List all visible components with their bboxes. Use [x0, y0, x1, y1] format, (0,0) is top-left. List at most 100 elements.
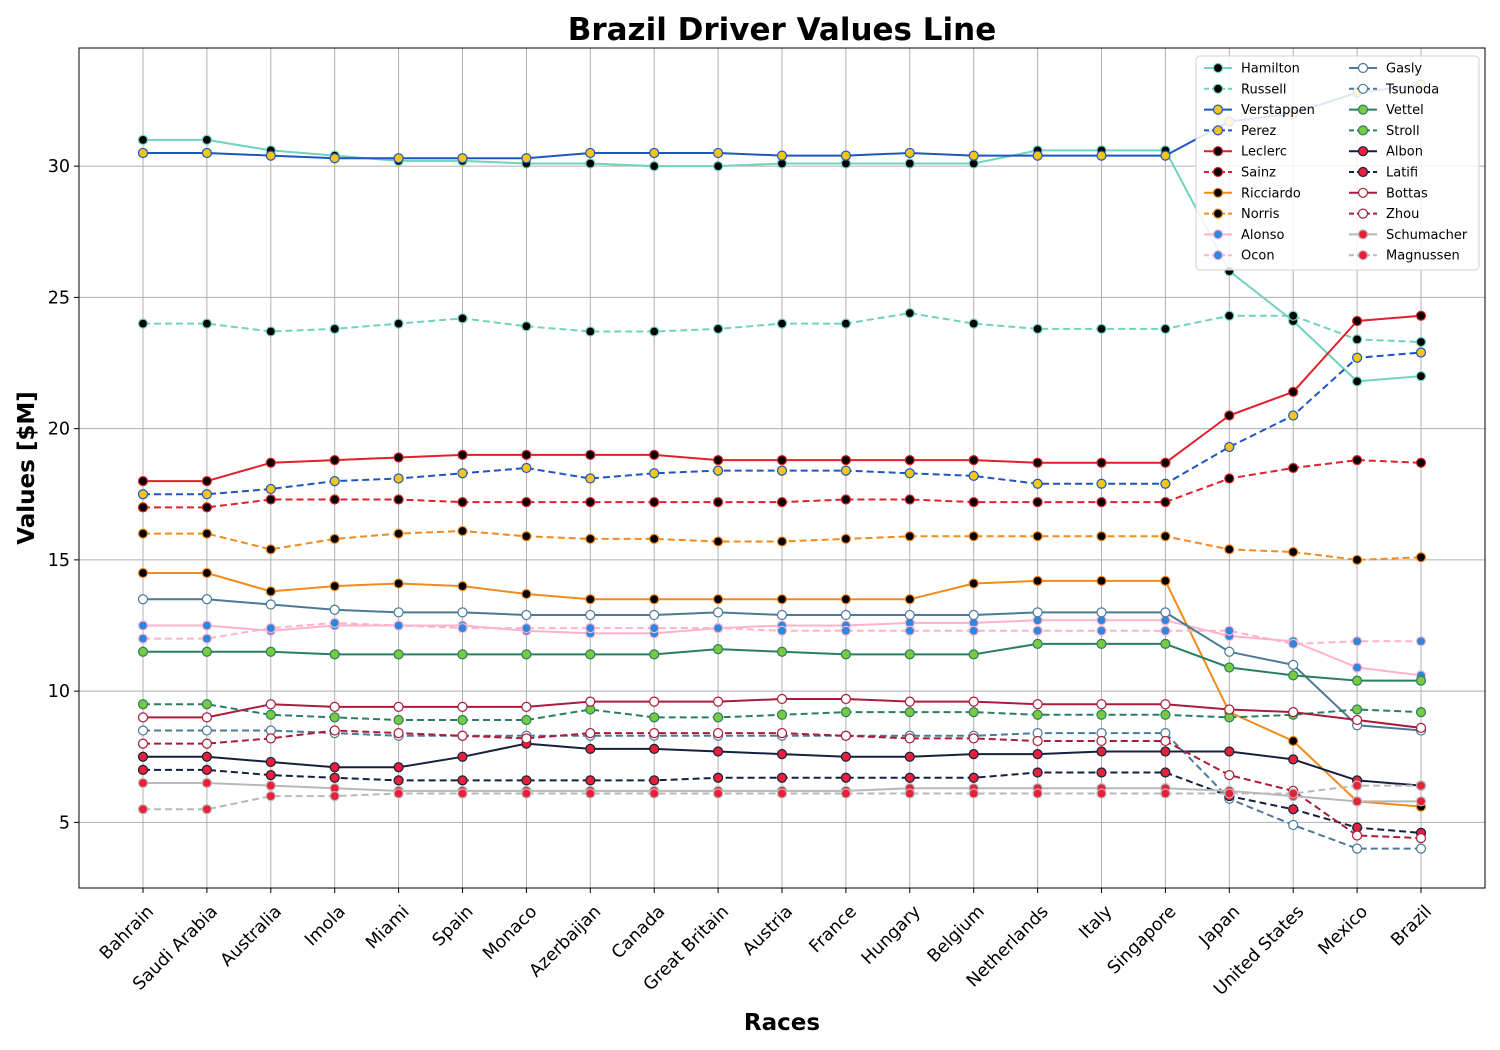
data-point-russell	[649, 326, 660, 337]
data-point-verstappen	[521, 153, 532, 164]
data-point-vettel	[585, 649, 596, 660]
data-point-russell	[1096, 323, 1107, 334]
data-point-norris	[1224, 544, 1235, 555]
data-point-zhou	[904, 733, 915, 744]
data-point-ocon	[776, 625, 788, 636]
data-point-gasly	[265, 599, 276, 610]
data-point-leclerc	[1096, 457, 1107, 468]
data-point-leclerc	[457, 449, 468, 460]
series-russell	[137, 308, 1427, 348]
data-point-russell	[585, 326, 596, 337]
data-point-norris	[1160, 531, 1171, 542]
data-point-ocon	[457, 623, 468, 634]
data-point-magnussen	[776, 788, 788, 799]
data-point-hamilton	[904, 158, 915, 169]
data-point-ricciardo	[776, 594, 788, 605]
data-point-ocon	[968, 625, 979, 636]
data-point-ocon	[1288, 638, 1299, 649]
data-point-ricciardo	[649, 594, 660, 605]
data-point-sainz	[201, 502, 212, 513]
data-point-magnussen	[1288, 788, 1299, 799]
series-leclerc	[137, 310, 1427, 487]
data-point-russell	[457, 313, 468, 324]
data-point-sainz	[521, 497, 532, 508]
legend-marker	[1212, 208, 1224, 219]
data-point-vettel	[1160, 638, 1171, 649]
data-point-bottas	[585, 696, 596, 707]
data-point-ocon	[840, 625, 852, 636]
legend-marker	[1357, 166, 1369, 178]
y-tick-label: 25	[48, 288, 70, 308]
data-point-tsunoda	[1288, 819, 1299, 831]
data-point-schumacher	[201, 777, 212, 789]
data-point-alonso	[201, 620, 212, 631]
legend-marker	[1212, 125, 1224, 136]
data-point-ocon	[1224, 625, 1235, 636]
legend-label: Magnussen	[1386, 249, 1460, 264]
data-point-magnussen	[457, 788, 468, 799]
legend-entry-tsunoda: Tsunoda	[1349, 82, 1439, 97]
data-point-gasly	[712, 607, 724, 618]
data-point-latifi	[649, 775, 660, 786]
data-point-perez	[1160, 478, 1171, 489]
data-point-russell	[968, 318, 979, 329]
legend-entry-albon: Albon	[1349, 145, 1423, 160]
data-point-gasly	[521, 609, 532, 621]
data-point-bottas	[968, 696, 979, 707]
data-point-norris	[329, 533, 340, 544]
legend-entry-vettel: Vettel	[1349, 103, 1424, 118]
legend-label: Schumacher	[1386, 228, 1468, 243]
data-point-stroll	[1032, 709, 1043, 720]
data-point-stroll	[712, 712, 724, 723]
data-point-ricciardo	[329, 581, 340, 592]
data-point-russell	[776, 318, 788, 329]
data-point-bottas	[137, 712, 149, 723]
data-point-ocon	[1032, 625, 1043, 636]
data-point-ricciardo	[457, 581, 468, 592]
x-tick-label-monaco: Monaco	[479, 902, 541, 964]
data-point-latifi	[968, 772, 979, 783]
data-point-russell	[521, 321, 532, 332]
legend-marker	[1357, 125, 1369, 136]
x-tick-label-italy: Italy	[1076, 902, 1117, 943]
data-point-gasly	[393, 607, 404, 618]
data-point-magnussen	[649, 788, 660, 799]
data-point-gasly	[1160, 607, 1171, 618]
data-point-bottas	[904, 696, 915, 707]
data-point-vettel	[329, 649, 340, 660]
y-tick-label: 15	[48, 551, 70, 571]
data-point-sainz	[393, 494, 404, 505]
data-point-zhou	[585, 728, 596, 739]
data-point-ocon	[1160, 625, 1171, 636]
series-ocon	[137, 617, 1427, 649]
legend-label: Hamilton	[1241, 62, 1300, 77]
data-point-sainz	[968, 497, 979, 508]
data-point-gasly	[1096, 607, 1107, 618]
legend-marker	[1357, 250, 1369, 261]
legend-entry-schumacher: Schumacher	[1349, 228, 1468, 243]
data-point-gasly	[329, 604, 340, 615]
data-point-latifi	[457, 775, 468, 786]
data-point-magnussen	[968, 788, 979, 799]
data-point-magnussen	[840, 788, 852, 799]
data-point-stroll	[265, 709, 276, 720]
legend-entry-norris: Norris	[1204, 207, 1280, 222]
data-point-bottas	[649, 696, 660, 707]
data-point-leclerc	[393, 452, 404, 463]
data-point-latifi	[329, 772, 340, 783]
data-point-tsunoda	[1415, 843, 1427, 854]
data-point-verstappen	[1160, 150, 1171, 161]
data-point-ricciardo	[904, 594, 915, 605]
data-point-albon	[776, 749, 788, 760]
legend-entry-bottas: Bottas	[1349, 186, 1428, 201]
data-point-ricciardo	[712, 594, 724, 605]
data-point-ocon	[1096, 625, 1107, 636]
data-point-sainz	[712, 497, 724, 508]
data-point-leclerc	[1288, 386, 1299, 397]
data-point-norris	[712, 536, 724, 547]
data-point-bottas	[840, 693, 852, 705]
data-point-albon	[1096, 746, 1107, 757]
data-point-verstappen	[1032, 150, 1043, 161]
data-point-gasly	[457, 607, 468, 618]
data-point-perez	[137, 489, 149, 500]
